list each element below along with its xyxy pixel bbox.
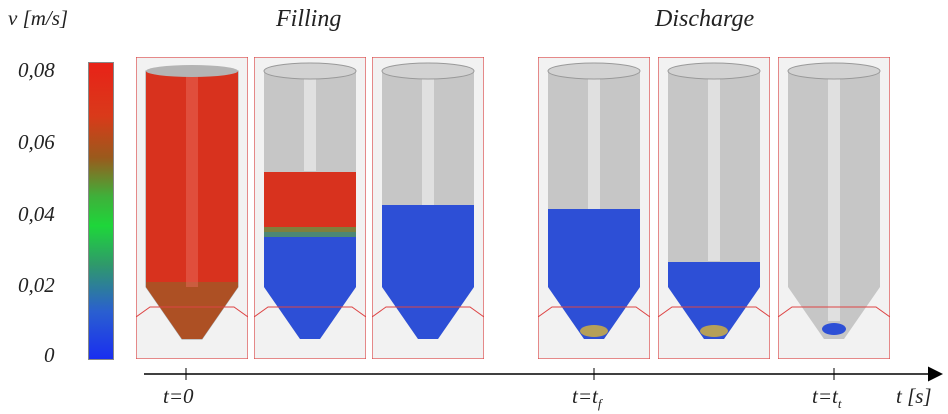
legend-tick-1: 0,06 — [18, 130, 55, 154]
legend-tick-4: 0 — [44, 343, 55, 367]
time-label-tt: t=tt — [812, 384, 842, 412]
phase-discharge-label: Discharge — [655, 6, 755, 32]
time-label-tf: t=tf — [572, 384, 602, 412]
velocity-colorbar — [88, 62, 114, 360]
silo-4 — [538, 57, 650, 359]
legend-tick-2: 0,04 — [18, 202, 55, 226]
phase-filling-label: Filling — [276, 6, 342, 32]
silo-1 — [136, 57, 248, 359]
silo-2 — [254, 57, 366, 359]
silo-5 — [658, 57, 770, 359]
silo-6 — [778, 57, 890, 359]
time-label-0: t=0 — [163, 384, 194, 408]
time-axis-label: t [s] — [896, 384, 932, 408]
legend-tick-3: 0,02 — [18, 273, 55, 297]
silo-3 — [372, 57, 484, 359]
legend-tick-0: 0,08 — [18, 58, 55, 82]
legend-title: v [m/s] — [8, 6, 69, 30]
time-axis — [144, 366, 943, 382]
